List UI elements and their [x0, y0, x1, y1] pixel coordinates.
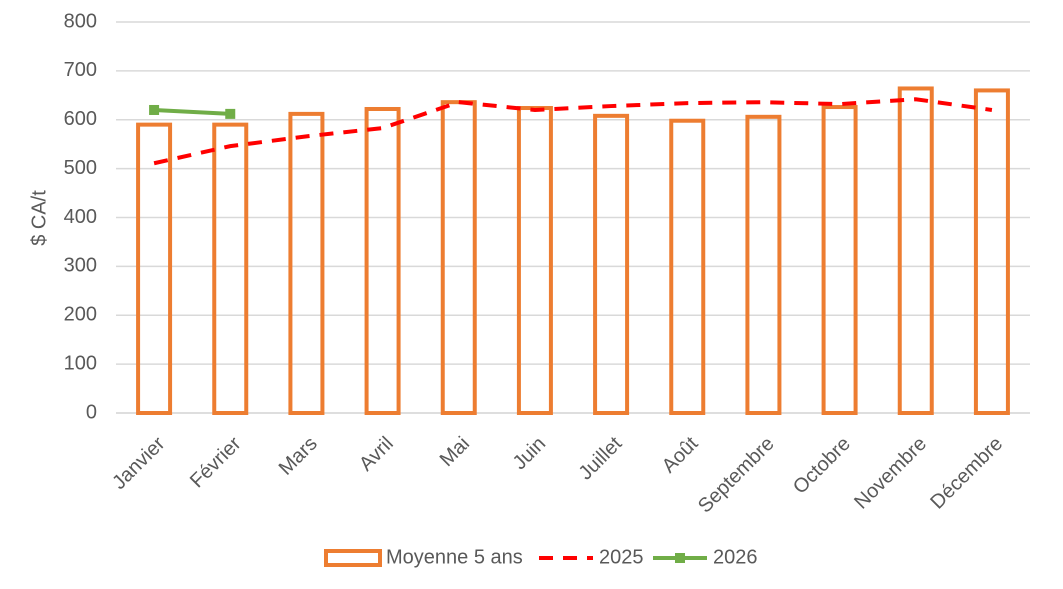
- legend-label: 2025: [599, 546, 644, 568]
- x-tick-label: Juillet: [575, 432, 627, 484]
- bar: [745, 114, 782, 415]
- bar: [669, 118, 706, 415]
- x-tick-label: Juin: [509, 433, 551, 475]
- y-tick-label: 0: [86, 401, 97, 423]
- x-tick-label: Mai: [436, 433, 474, 471]
- x-tick-label: Octobre: [789, 433, 855, 499]
- bar: [973, 88, 1010, 416]
- y-tick-label: 100: [64, 352, 97, 374]
- bar: [593, 113, 630, 415]
- bar: [821, 105, 858, 415]
- bar: [212, 122, 249, 415]
- legend-marker: [675, 553, 685, 563]
- y-tick-label: 800: [64, 10, 97, 32]
- bar: [364, 106, 401, 415]
- x-tick-label: Janvier: [108, 432, 169, 493]
- x-tick-label: Mars: [275, 433, 322, 480]
- y-tick-label: 700: [64, 59, 97, 81]
- x-tick-label: Avril: [355, 433, 398, 476]
- y-tick-label: 300: [64, 255, 97, 277]
- legend-label: 2026: [713, 546, 758, 568]
- bar: [516, 106, 553, 416]
- x-tick-label: Novembre: [850, 433, 931, 514]
- y-axis-label: $ CA/t: [28, 190, 50, 246]
- bar: [440, 100, 477, 415]
- marker: [225, 108, 236, 119]
- bar: [288, 111, 325, 415]
- legend-swatch: [324, 549, 382, 567]
- y-tick-label: 200: [64, 304, 97, 326]
- line: [153, 107, 231, 116]
- x-tick-label: Septembre: [694, 433, 779, 518]
- x-tick-label: Décembre: [926, 433, 1007, 514]
- legend-label: Moyenne 5 ans: [386, 546, 523, 568]
- y-tick-label: 400: [64, 206, 97, 228]
- marker: [149, 104, 160, 115]
- y-tick-label: 600: [64, 108, 97, 130]
- bar: [136, 122, 173, 415]
- bar: [897, 86, 934, 415]
- x-tick-label: Février: [186, 432, 246, 492]
- line: [153, 97, 993, 166]
- x-tick-label: Août: [658, 432, 703, 477]
- y-tick-label: 500: [64, 157, 97, 179]
